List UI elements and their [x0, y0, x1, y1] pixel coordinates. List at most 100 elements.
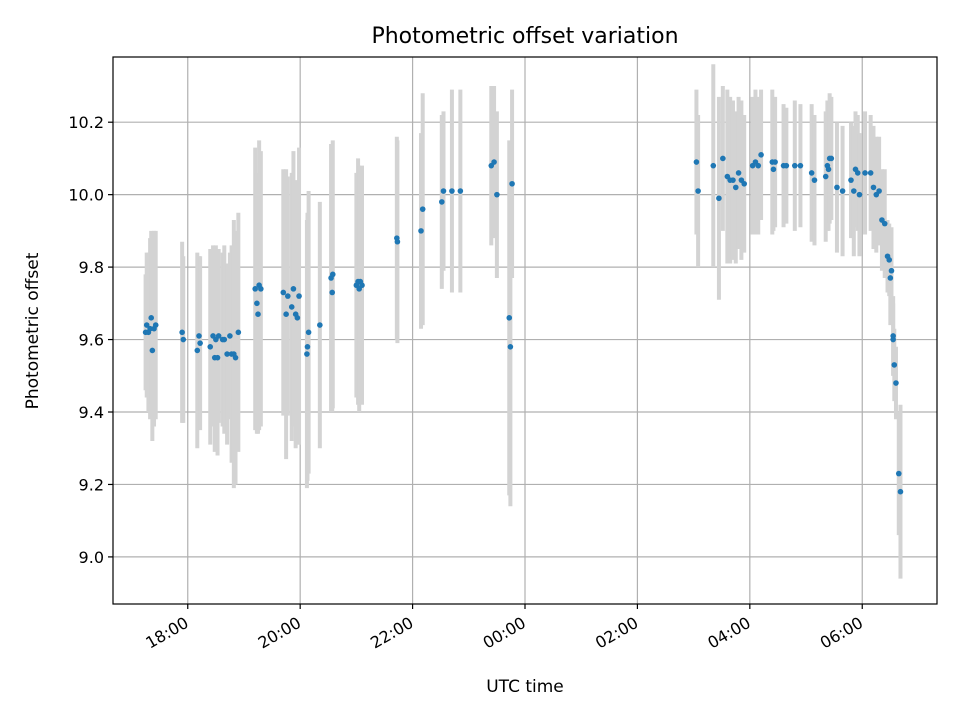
errorbar-layer	[143, 64, 903, 579]
data-point	[741, 180, 748, 187]
data-point	[304, 351, 310, 357]
data-point	[755, 162, 762, 169]
data-point	[224, 351, 230, 357]
data-point	[359, 282, 365, 289]
data-point	[439, 199, 445, 205]
data-point	[152, 322, 159, 328]
y-tick-label: 10.2	[68, 113, 104, 132]
y-tick-label: 9.2	[79, 475, 104, 494]
data-point	[255, 311, 261, 317]
data-point	[221, 336, 228, 343]
y-axis-label: Photometric offset	[23, 252, 43, 409]
data-point	[296, 293, 302, 299]
data-point	[772, 159, 778, 165]
data-point	[280, 289, 287, 296]
x-tick-label: 22:00	[367, 613, 416, 653]
data-point	[294, 315, 301, 321]
data-point	[716, 195, 722, 202]
data-point	[258, 286, 264, 292]
data-point	[148, 315, 155, 321]
data-point	[848, 177, 854, 183]
data-point	[494, 191, 500, 198]
y-tick-label: 10.0	[68, 186, 104, 205]
data-point	[232, 354, 239, 361]
data-point	[304, 344, 311, 350]
data-point	[890, 336, 896, 343]
data-point	[197, 340, 203, 346]
data-point	[235, 329, 242, 336]
data-point	[876, 188, 882, 194]
data-point	[305, 329, 312, 336]
x-axis-label: UTC time	[486, 677, 564, 697]
data-point	[227, 333, 233, 339]
data-point	[317, 322, 323, 328]
data-point	[881, 220, 888, 227]
x-tick-label: 00:00	[480, 613, 529, 653]
data-point	[288, 304, 295, 310]
data-point	[283, 311, 289, 317]
data-point	[730, 177, 736, 183]
data-point	[449, 188, 455, 194]
data-point	[254, 300, 260, 307]
data-point	[862, 170, 868, 176]
data-point	[828, 155, 835, 162]
data-point	[888, 267, 895, 274]
data-point	[329, 289, 336, 296]
data-point	[418, 228, 424, 234]
data-point	[791, 162, 798, 169]
data-point	[509, 180, 515, 187]
data-point	[506, 315, 513, 321]
data-point	[143, 322, 150, 328]
x-tick-label: 02:00	[592, 613, 641, 653]
data-point	[758, 152, 764, 158]
data-point	[491, 159, 497, 165]
y-tick-label: 9.6	[79, 331, 104, 350]
data-point	[394, 238, 401, 245]
data-point	[507, 344, 514, 350]
data-point	[811, 177, 818, 183]
data-point	[822, 173, 829, 180]
data-point	[851, 188, 857, 194]
data-point	[440, 188, 447, 194]
x-tick-label: 18:00	[142, 613, 191, 653]
x-tick-label: 04:00	[704, 613, 753, 653]
data-point	[695, 188, 701, 194]
data-point	[720, 155, 726, 162]
y-tick-label: 9.8	[79, 258, 104, 277]
y-tick-label: 9.4	[79, 403, 104, 422]
data-point	[180, 336, 187, 343]
data-point	[891, 362, 898, 368]
x-tick-label: 06:00	[817, 613, 866, 653]
data-point	[285, 293, 291, 299]
data-point	[194, 347, 201, 354]
data-point	[770, 166, 777, 173]
data-point	[867, 170, 874, 176]
data-point	[854, 170, 861, 176]
data-point	[834, 184, 840, 191]
data-point	[693, 159, 700, 165]
data-point	[797, 162, 804, 169]
x-tick-label: 20:00	[255, 613, 304, 653]
data-point	[215, 333, 222, 339]
data-point	[732, 184, 739, 191]
data-point	[735, 170, 742, 176]
data-point	[870, 184, 877, 191]
chart-title: Photometric offset variation	[371, 24, 678, 49]
data-point	[886, 257, 893, 263]
data-point	[214, 354, 221, 361]
data-point	[252, 286, 259, 292]
data-point	[207, 344, 214, 350]
data-point	[179, 329, 185, 336]
data-point	[149, 347, 156, 354]
data-point	[808, 170, 815, 176]
data-point	[897, 488, 904, 495]
y-tick-label: 9.0	[79, 548, 104, 567]
data-points-layer	[142, 152, 904, 495]
data-point	[856, 191, 863, 198]
data-point	[839, 188, 846, 194]
data-point	[147, 325, 153, 332]
data-point	[825, 166, 832, 173]
data-point	[887, 275, 894, 281]
data-point	[290, 286, 297, 292]
